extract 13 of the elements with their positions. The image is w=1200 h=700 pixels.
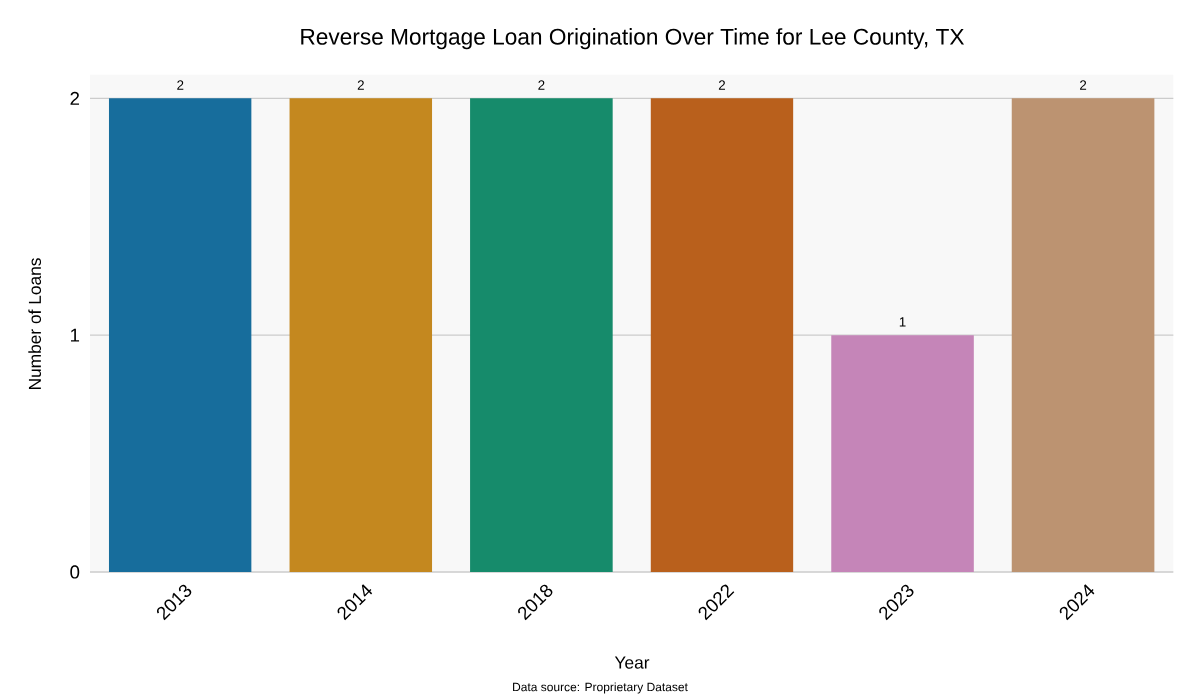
data-label: 2: [1080, 80, 1087, 90]
source-note: Data source: Proprietary Dataset: [513, 682, 688, 694]
data-label: 2: [538, 80, 545, 90]
data-label: 1: [899, 317, 906, 327]
chart-title: Reverse Mortgage Loan Origination Over Time for Lee County, TX: [301, 28, 965, 50]
x-axis-title: Year: [614, 656, 650, 669]
y-tick-label: 2: [70, 91, 80, 105]
y-axis-title: Number of Loans: [28, 258, 42, 390]
y-tick-label: 1: [71, 328, 80, 342]
data-label: 2: [718, 80, 725, 90]
data-label: 2: [177, 80, 184, 90]
data-label: 2: [357, 80, 364, 90]
y-tick-label: 0: [70, 565, 80, 579]
